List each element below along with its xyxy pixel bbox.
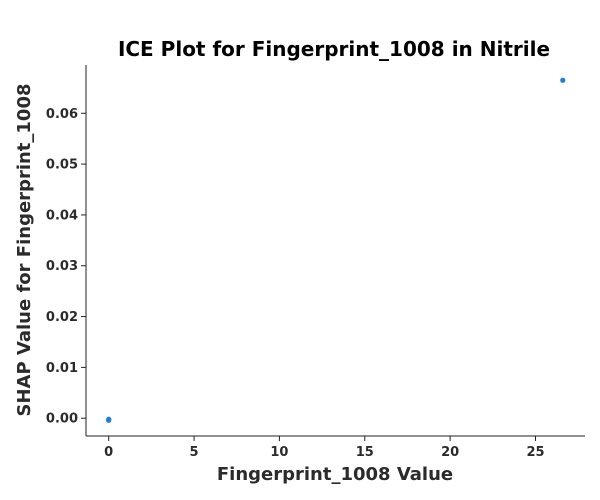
- data-point: [106, 416, 112, 422]
- x-tick-label: 5: [190, 445, 199, 460]
- data-point: [560, 77, 566, 83]
- x-tick-label: 20: [441, 445, 459, 460]
- data-points: [106, 77, 566, 423]
- y-tick-label: 0.01: [46, 361, 78, 376]
- x-tick-label: 15: [356, 445, 374, 460]
- plot-area: 0 5 10 15 20 25 0.00 0.01 0.02 0.03 0.04 0.05 0.06: [46, 65, 585, 460]
- y-tick-label: 0.05: [46, 158, 78, 173]
- y-tick-label: 0.02: [46, 310, 78, 325]
- y-tick-label: 0.03: [46, 259, 78, 274]
- chart-title: ICE Plot for Fingerprint_1008 in Nitrile: [118, 37, 550, 61]
- y-axis-label: SHAP Value for Fingerprint_1008: [14, 83, 35, 416]
- x-tick-label: 10: [270, 445, 288, 460]
- x-tick-label: 0: [104, 445, 113, 460]
- y-tick-label: 0.04: [46, 208, 78, 223]
- y-ticks: 0.00 0.01 0.02 0.03 0.04 0.05 0.06: [46, 107, 86, 427]
- x-ticks: 0 5 10 15 20 25: [104, 436, 545, 460]
- x-axis-label: Fingerprint_1008 Value: [217, 464, 453, 485]
- y-tick-label: 0.06: [46, 107, 78, 122]
- x-tick-label: 25: [526, 445, 544, 460]
- y-tick-label: 0.00: [46, 412, 78, 427]
